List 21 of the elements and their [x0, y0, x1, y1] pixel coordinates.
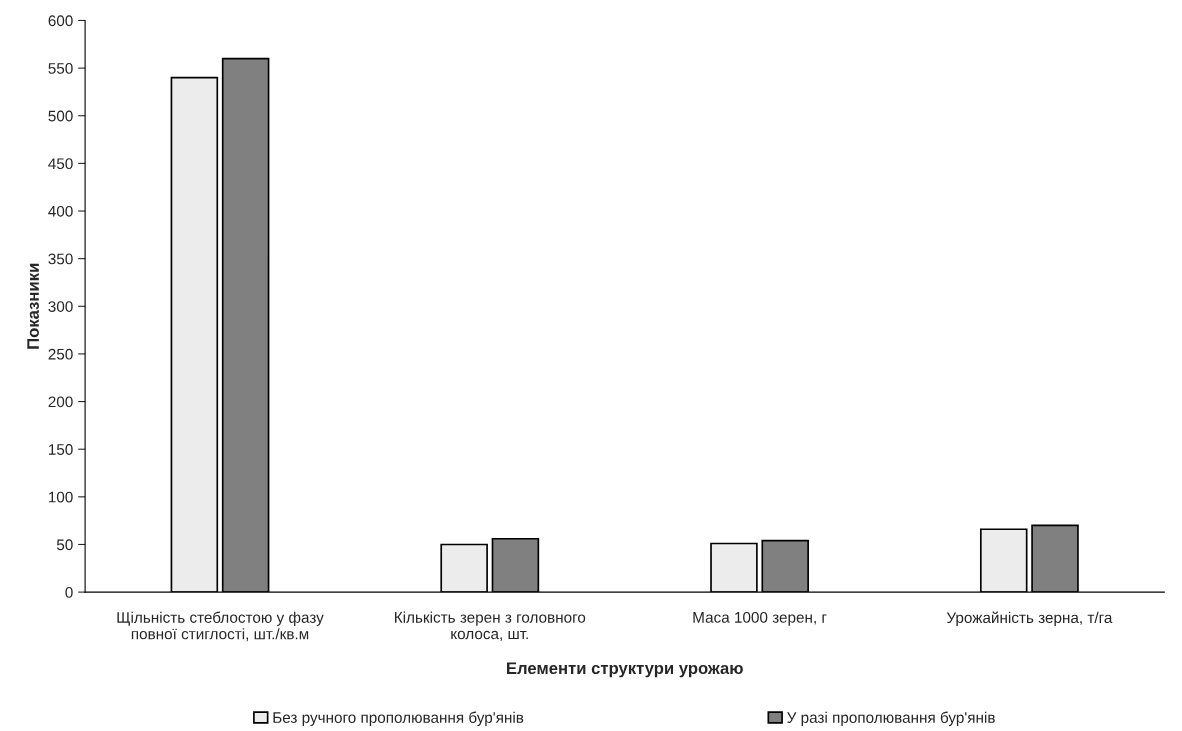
y-tick-label: 0 — [65, 586, 73, 598]
y-tick-label: 250 — [48, 348, 73, 360]
y-tick-label: 150 — [48, 444, 73, 455]
y-tick-label: 100 — [48, 491, 73, 503]
x-tick-label: Маса 1000 зерен, г — [693, 611, 827, 626]
y-tick-label: 550 — [48, 62, 73, 74]
y-tick-label: 50 — [56, 539, 73, 551]
legend-label: У разі прополювання бур'янів — [787, 711, 995, 726]
legend-label: Без ручного прополювання бур'янів — [273, 711, 524, 726]
y-tick-label: 350 — [48, 253, 73, 265]
x-axis-title: Елементи структури урожаю — [507, 662, 743, 678]
y-tick-label: 400 — [48, 205, 73, 217]
y-tick-label: 200 — [48, 396, 73, 408]
x-tick-label: Кількість зерен з головного колоса, шт. — [395, 611, 586, 642]
x-tick-label: Щільність стеблостою у фазу повної стиглості, шт./кв.м — [117, 611, 324, 642]
y-tick-label: 300 — [48, 301, 73, 312]
y-tick-label: 500 — [48, 110, 73, 122]
x-tick-label: Урожайність зерна, т/га — [946, 611, 1113, 627]
y-tick-label: 450 — [48, 158, 73, 170]
y-axis-title: Показники — [27, 263, 39, 349]
y-tick-label: 600 — [48, 15, 73, 27]
